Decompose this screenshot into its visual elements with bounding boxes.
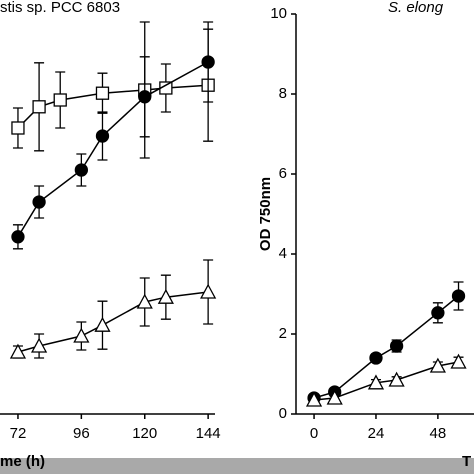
marker [389,339,404,353]
marker [200,283,217,299]
y-tick-label: 0 [279,405,287,422]
marker [95,86,110,100]
x-tick-label: 24 [368,425,385,442]
x-tick-label: 120 [132,425,157,442]
chart-title: stis sp. PCC 6803 [0,0,120,16]
marker [451,289,466,303]
marker [32,100,46,114]
marker [431,306,445,320]
marker [450,353,467,369]
marker [73,327,90,343]
marker [95,129,110,143]
x-tick-label: 48 [430,425,447,442]
marker [94,316,111,332]
marker [31,337,48,353]
marker [53,93,67,107]
marker [201,55,215,69]
chart-title: S. elong [388,0,444,16]
marker [388,371,405,387]
x-axis-label: T [462,453,471,470]
marker [11,230,25,244]
marker [11,121,25,135]
marker [32,195,46,209]
y-tick-label: 10 [270,5,287,22]
y-axis-label: OD 750nm [257,177,274,251]
bottom-band [0,458,474,474]
marker [136,293,153,309]
x-tick-label: 144 [196,425,221,442]
marker [429,357,446,373]
x-tick-label: 0 [310,425,318,442]
marker [367,374,385,390]
x-tick-label: 72 [10,425,27,442]
marker [157,288,174,304]
marker [74,163,89,177]
x-axis-label: me (h) [0,453,45,470]
marker [138,90,152,104]
marker [369,351,383,365]
y-tick-label: 6 [279,165,287,182]
x-tick-label: 96 [73,425,90,442]
y-tick-label: 2 [279,325,287,342]
series-line [17,61,209,238]
marker [326,389,343,405]
marker [305,391,323,407]
y-tick-label: 8 [279,85,287,102]
marker [9,343,27,359]
y-tick-label: 4 [279,245,287,262]
